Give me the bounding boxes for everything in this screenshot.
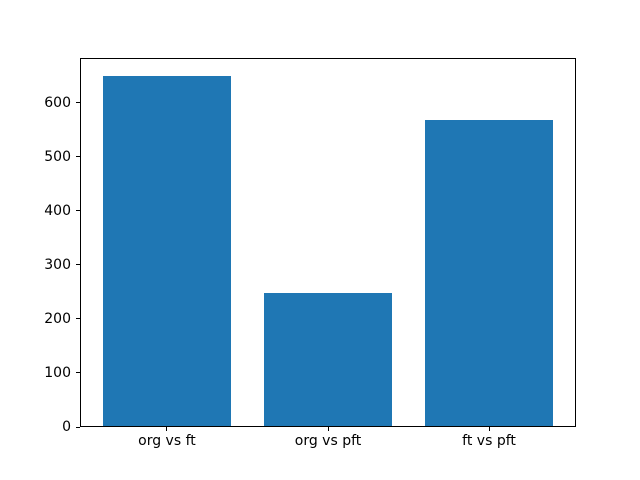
y-tick-label: 200 [44, 310, 71, 327]
y-tick-label: 0 [62, 419, 71, 435]
y-tick-mark [76, 210, 80, 212]
x-tick-mark [488, 427, 490, 431]
x-tick-label: org vs pft [294, 433, 362, 449]
bar [424, 119, 554, 427]
y-tick-label: 500 [44, 148, 71, 165]
x-tick-label: ft vs pft [462, 433, 516, 449]
x-tick-label: org vs ft [138, 433, 196, 449]
y-tick-label: 600 [44, 94, 71, 111]
y-tick-mark [76, 372, 80, 374]
x-tick-mark [166, 427, 168, 431]
y-tick-mark [76, 102, 80, 104]
bar [102, 75, 232, 427]
y-tick-label: 300 [44, 256, 71, 273]
y-tick-mark [76, 264, 80, 266]
x-tick-mark [327, 427, 329, 431]
bar [263, 292, 393, 427]
y-tick-mark [76, 156, 80, 158]
y-tick-mark [76, 426, 80, 428]
axes [80, 58, 576, 427]
y-tick-mark [76, 318, 80, 320]
y-tick-label: 400 [44, 202, 71, 219]
y-tick-label: 100 [44, 364, 71, 381]
